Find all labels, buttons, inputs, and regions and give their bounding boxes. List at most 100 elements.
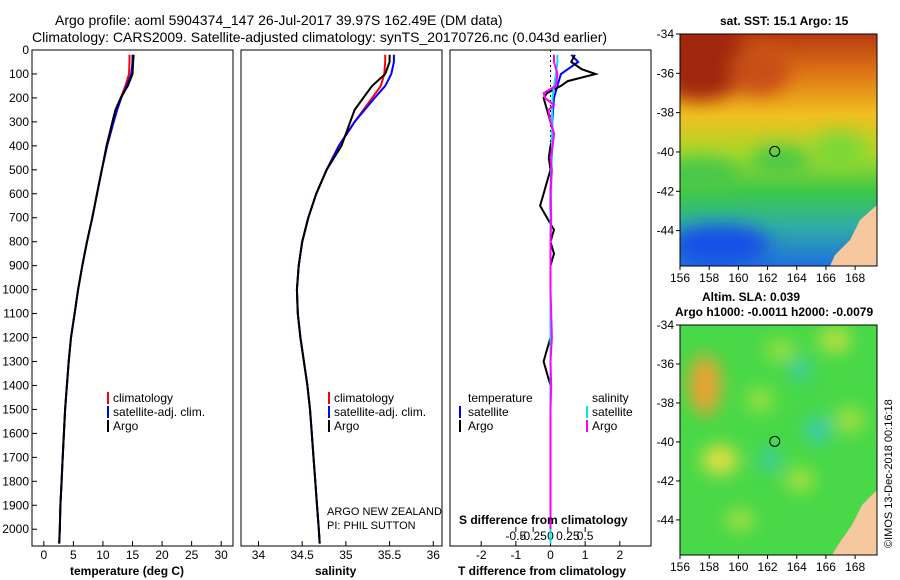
x-tick-label: 10 [96,548,110,562]
salinity-x-axis: 34 34.5 35 35.5 36 [252,541,440,562]
x-tick-label: 35.5 [378,548,402,562]
depth-tick-label: 1600 [2,426,29,440]
depth-tick-label: 200 [9,91,29,105]
x-tick-label: 34 [252,548,266,562]
x-tick-label: -1 [511,548,522,562]
d-series-salinity-argo [542,54,559,530]
sst-field-features [680,34,865,265]
legend-s-satellite-label: satellite [592,405,633,419]
salinity-plot-frame [240,49,443,547]
legend-satellite-label: satellite-adj. clim. [334,405,426,419]
lon-tick-label: 166 [816,560,836,574]
difference-panel: -2 -1 0 1 2 -0.5-0.2500.250.5 S difference f… [449,49,652,578]
legend-s-argo-label: Argo [592,419,618,433]
land-new-zealand [830,205,877,266]
temperature-profiles [58,54,135,544]
legend-t-argo-label: Argo [468,419,494,433]
temperature-x-label: temperature (deg C) [70,564,184,578]
legend-t-satellite-label: satellite [468,405,509,419]
sla-map-axes: 156 158 160 162 164 166 168 -34 -36 -38 -40 -42 -44 [657,318,866,574]
depth-tick-label: 800 [9,235,29,249]
lon-tick-label: 162 [758,271,778,285]
s-difference-label: S difference from climatology [459,513,628,527]
legend-satellite-label: satellite-adj. clim. [113,405,205,419]
depth-tick-label: 1700 [2,450,29,464]
lat-tick-label: -40 [657,145,675,159]
temperature-plot-frame [31,49,234,547]
s-tick-label: -0.5 [506,529,527,543]
lon-tick-label: 160 [728,271,748,285]
lon-tick-label: 158 [699,271,719,285]
x-tick-label: 5 [70,548,77,562]
x-tick-label: 25 [185,548,199,562]
legend-argo-label: Argo [113,419,139,433]
figure-title-line2: Climatology: CARS2009. Satellite-adjuste… [32,29,607,45]
legend-climatology-label: climatology [113,391,173,405]
temperature-panel: 0100200300400500600700800900100011001200… [2,43,234,578]
sst-map-title: sat. SST: 15.1 Argo: 15 [720,14,849,28]
depth-tick-label: 900 [9,259,29,273]
lon-tick-label: 168 [845,560,865,574]
difference-legend-salinity: salinity satellite Argo [586,391,633,433]
lat-tick-label: -34 [657,27,675,41]
lat-tick-label: -42 [657,474,675,488]
sla-field-features [689,328,864,530]
depth-tick-label: 1200 [2,331,29,345]
lon-tick-label: 156 [670,560,690,574]
depth-tick-label: 1300 [2,354,29,368]
lat-tick-label: -44 [657,224,675,238]
depth-tick-label: 2000 [2,522,29,536]
lon-tick-label: 166 [816,271,836,285]
sla-map-title: Altim. SLA: 0.039 [702,290,800,304]
lon-tick-label: 162 [758,560,778,574]
depth-tick-label: 1100 [3,307,29,321]
program-annotation: ARGO NEW ZEALAND [327,506,442,518]
x-tick-label: 34.5 [290,548,314,562]
lat-tick-label: -36 [657,357,675,371]
x-tick-label: 1 [582,548,589,562]
x-tick-label: -2 [476,548,487,562]
legend-salinity-title: salinity [592,391,629,405]
t-difference-x-axis: -2 -1 0 1 2 [476,541,623,562]
s-tick-label: -0.25 [519,529,547,543]
salinity-legend: climatology satellite-adj. clim. Argo [328,391,426,433]
sla-map: Altim. SLA: 0.039 Argo h1000: -0.0011 h2… [657,290,878,574]
lat-tick-label: -34 [657,318,675,332]
lon-tick-label: 164 [787,560,807,574]
s-difference-scale: -0.5-0.2500.250.5 [506,527,594,543]
x-tick-label: 36 [427,548,441,562]
salinity-profiles [295,54,395,544]
t-difference-x-label: T difference from climatology [458,564,626,578]
pi-annotation: PI: PHIL SUTTON [327,520,416,532]
depth-tick-label: 1900 [2,498,29,512]
sst-map-axes: 156 158 160 162 164 166 168 -34 -36 -38 -40 -42 -44 [657,27,866,285]
lat-tick-label: -38 [657,106,675,120]
depth-tick-label: 600 [9,187,29,201]
salinity-x-label: salinity [315,564,357,578]
s-tick-label: 0.25 [556,529,580,543]
difference-legend-temperature: temperature satellite Argo [459,391,533,433]
depth-tick-label: 0 [22,43,29,57]
salinity-panel: 34 34.5 35 35.5 36 salinity climatology sate… [240,49,443,578]
sla-map-frame [679,324,878,556]
temperature-x-axis: 0 5 10 15 20 25 30 [40,541,228,562]
x-tick-label: 0 [547,548,554,562]
difference-profiles [539,50,600,546]
x-tick-label: 0 [40,548,47,562]
depth-tick-label: 700 [9,211,29,225]
depth-tick-label: 300 [9,115,29,129]
legend-climatology-label: climatology [334,391,394,405]
lat-tick-label: -44 [657,513,675,527]
x-tick-label: 15 [126,548,140,562]
legend-temperature-title: temperature [468,391,533,405]
argo-float-marker [769,145,781,157]
d-series-temperature-argo [539,54,600,530]
s-tick-label: 0.5 [577,529,594,543]
figure-title-line1: Argo profile: aoml 5904374_147 26-Jul-20… [55,12,503,28]
depth-tick-label: 400 [9,139,29,153]
sst-map: sat. SST: 15.1 Argo: 15 156 158 160 162 164 1… [657,14,878,285]
lon-tick-label: 156 [670,271,690,285]
depth-axis: 0 100 200 300 400 500 600 700 800 900 1000 1100 1200… [2,43,37,536]
lon-tick-label: 160 [728,560,748,574]
